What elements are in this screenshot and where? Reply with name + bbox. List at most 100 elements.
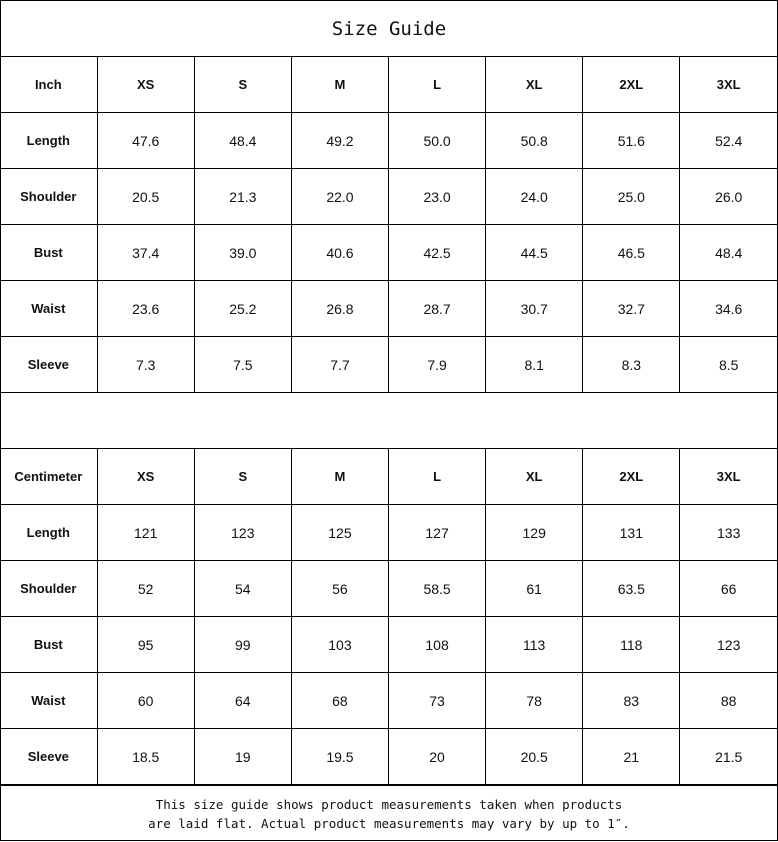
measurement-cell: 8.1 (485, 336, 584, 393)
measurement-cell: 78 (485, 672, 584, 729)
table-row: Length 121 123 125 127 129 131 133 (0, 504, 777, 561)
row-label: Bust (0, 224, 98, 281)
size-header: XL (485, 56, 584, 113)
measurement-cell: 25.2 (193, 280, 292, 337)
table-row: Shoulder 52 54 56 58.5 61 63.5 66 (0, 560, 777, 617)
measurement-cell: 22.0 (290, 168, 390, 225)
measurement-cell: 121 (96, 504, 195, 561)
measurement-cell: 30.7 (485, 280, 584, 337)
measurement-cell: 25.0 (582, 168, 681, 225)
row-label: Bust (0, 616, 98, 673)
size-header: XS (96, 56, 195, 113)
measurement-cell: 63.5 (582, 560, 681, 617)
table-row: Bust 37.4 39.0 40.6 42.5 44.5 46.5 48.4 (0, 224, 777, 281)
measurement-cell: 20.5 (485, 728, 584, 785)
size-header: M (290, 56, 390, 113)
table-row: Sleeve 18.5 19 19.5 20 20.5 21 21.5 (0, 728, 777, 785)
measurement-cell: 21.3 (193, 168, 292, 225)
measurement-cell: 39.0 (193, 224, 292, 281)
measurement-cell: 26.8 (290, 280, 390, 337)
measurement-cell: 34.6 (679, 280, 777, 337)
row-label: Sleeve (0, 728, 98, 785)
unit-header: Centimeter (0, 448, 98, 505)
measurement-cell: 103 (290, 616, 390, 673)
header-row: Inch XS S M L XL 2XL 3XL (0, 56, 777, 113)
footer-note: This size guide shows product measuremen… (1, 785, 777, 841)
measurement-cell: 48.4 (679, 224, 777, 281)
measurement-cell: 48.4 (193, 112, 292, 169)
measurement-cell: 113 (485, 616, 584, 673)
measurement-cell: 125 (290, 504, 390, 561)
measurement-cell: 123 (679, 616, 777, 673)
page-title: Size Guide (1, 1, 777, 57)
measurement-cell: 52 (96, 560, 195, 617)
measurement-cell: 52.4 (679, 112, 777, 169)
row-label: Waist (0, 672, 98, 729)
row-label: Waist (0, 280, 98, 337)
size-header: XL (485, 448, 584, 505)
measurement-cell: 8.3 (582, 336, 681, 393)
unit-header: Inch (0, 56, 98, 113)
measurement-cell: 133 (679, 504, 777, 561)
measurement-cell: 28.7 (387, 280, 487, 337)
measurement-cell: 68 (290, 672, 390, 729)
measurement-cell: 88 (679, 672, 777, 729)
row-label: Length (0, 112, 98, 169)
table-spacer (1, 393, 777, 449)
header-row: Centimeter XS S M L XL 2XL 3XL (0, 448, 777, 505)
size-header: 3XL (679, 56, 777, 113)
row-label: Sleeve (0, 336, 98, 393)
measurement-cell: 8.5 (679, 336, 777, 393)
size-header: S (193, 448, 292, 505)
measurement-cell: 95 (96, 616, 195, 673)
measurement-cell: 7.7 (290, 336, 390, 393)
measurement-cell: 20.5 (96, 168, 195, 225)
measurement-cell: 50.8 (485, 112, 584, 169)
measurement-cell: 58.5 (387, 560, 487, 617)
measurement-cell: 40.6 (290, 224, 390, 281)
measurement-cell: 18.5 (96, 728, 195, 785)
measurement-cell: 42.5 (387, 224, 487, 281)
centimeter-size-table: Centimeter XS S M L XL 2XL 3XL Length 121 123 125 12… (0, 448, 777, 785)
measurement-cell: 7.9 (387, 336, 487, 393)
measurement-cell: 50.0 (387, 112, 487, 169)
measurement-cell: 108 (387, 616, 487, 673)
measurement-cell: 60 (96, 672, 195, 729)
measurement-cell: 7.5 (193, 336, 292, 393)
measurement-cell: 21 (582, 728, 681, 785)
measurement-cell: 131 (582, 504, 681, 561)
measurement-cell: 51.6 (582, 112, 681, 169)
measurement-cell: 23.0 (387, 168, 487, 225)
size-header: L (387, 448, 487, 505)
measurement-cell: 99 (193, 616, 292, 673)
row-label: Length (0, 504, 98, 561)
table-row: Waist 60 64 68 73 78 83 88 (0, 672, 777, 729)
footer-line-1: This size guide shows product measuremen… (155, 796, 623, 812)
measurement-cell: 118 (582, 616, 681, 673)
measurement-cell: 20 (387, 728, 487, 785)
measurement-cell: 73 (387, 672, 487, 729)
measurement-cell: 83 (582, 672, 681, 729)
measurement-cell: 129 (485, 504, 584, 561)
measurement-cell: 7.3 (96, 336, 195, 393)
inch-size-table: Inch XS S M L XL 2XL 3XL Length 47.6 48.4 49.2 50.0 5… (0, 56, 777, 393)
size-header: 3XL (679, 448, 777, 505)
measurement-cell: 123 (193, 504, 292, 561)
measurement-cell: 24.0 (485, 168, 584, 225)
table-row: Shoulder 20.5 21.3 22.0 23.0 24.0 25.0 26.0 (0, 168, 777, 225)
measurement-cell: 46.5 (582, 224, 681, 281)
row-label: Shoulder (0, 560, 98, 617)
measurement-cell: 127 (387, 504, 487, 561)
table-row: Waist 23.6 25.2 26.8 28.7 30.7 32.7 34.6 (0, 280, 777, 337)
measurement-cell: 66 (679, 560, 777, 617)
measurement-cell: 44.5 (485, 224, 584, 281)
measurement-cell: 54 (193, 560, 292, 617)
footer-line-2: are laid flat. Actual product measuremen… (148, 815, 630, 831)
measurement-cell: 23.6 (96, 280, 195, 337)
size-header: S (193, 56, 292, 113)
table-row: Bust 95 99 103 108 113 118 123 (0, 616, 777, 673)
measurement-cell: 32.7 (582, 280, 681, 337)
table-row: Length 47.6 48.4 49.2 50.0 50.8 51.6 52.4 (0, 112, 777, 169)
measurement-cell: 37.4 (96, 224, 195, 281)
